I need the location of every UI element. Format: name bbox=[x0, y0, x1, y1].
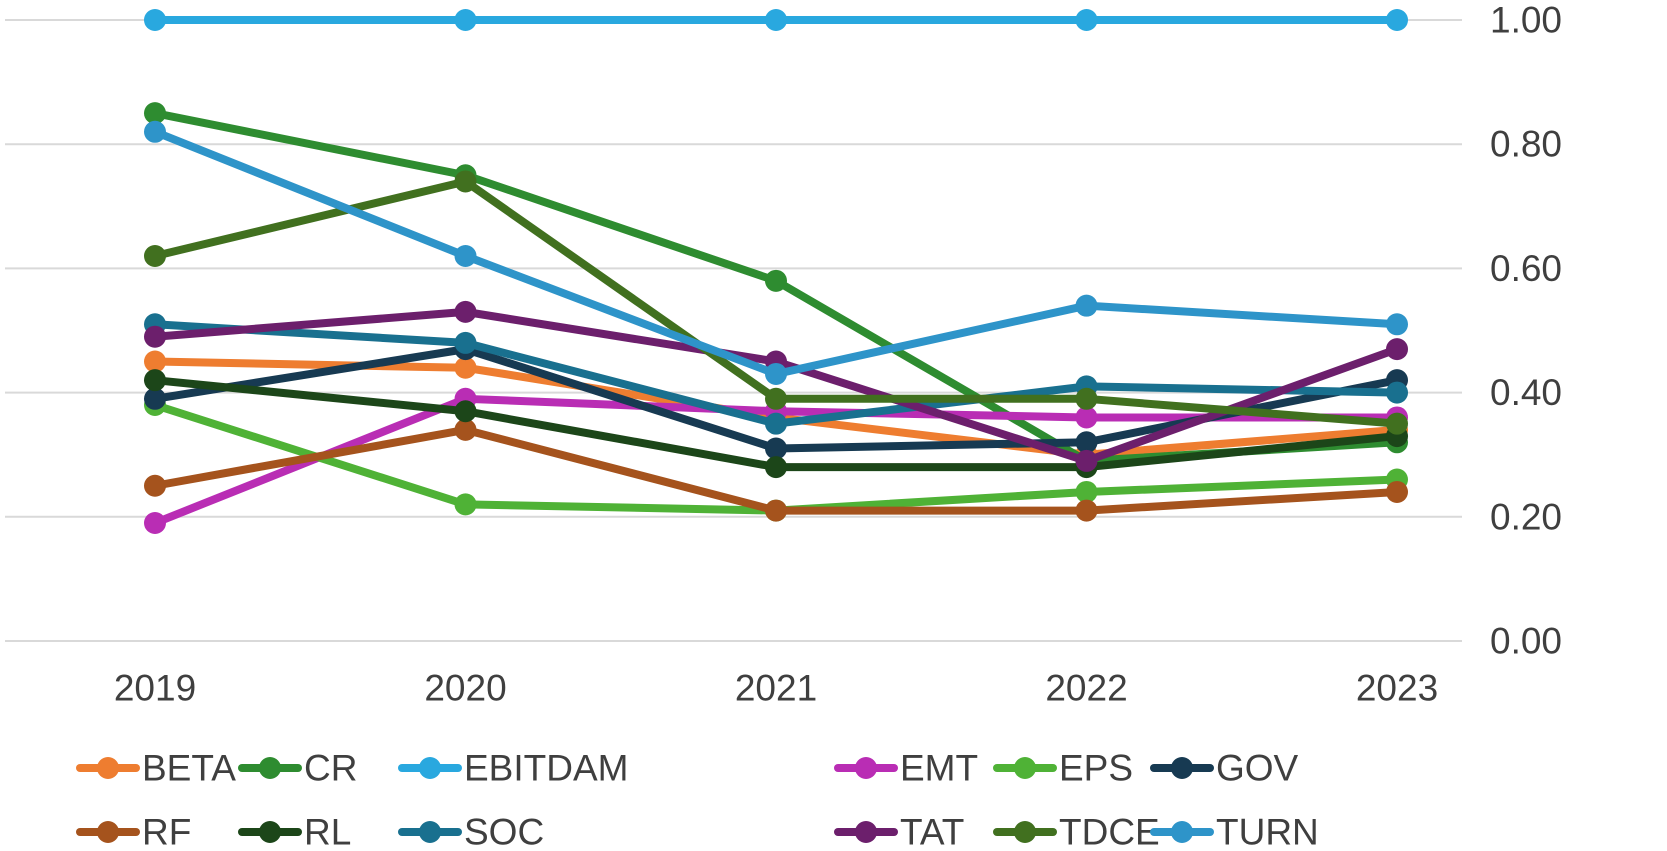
legend-item-EPS: EPS bbox=[993, 748, 1133, 789]
legend-item-CR: CR bbox=[238, 748, 357, 789]
data-point-EBITDAM-2019 bbox=[144, 9, 166, 31]
series-TURN bbox=[144, 120, 1408, 385]
legend-item-TAT: TAT bbox=[834, 812, 964, 851]
x-axis-label-2021: 2021 bbox=[735, 668, 817, 709]
data-point-EPS-2020 bbox=[454, 493, 477, 516]
data-point-RL-2019 bbox=[144, 369, 166, 392]
y-axis: 1.00 0.80 0.60 0.40 0.20 0.00 bbox=[1490, 0, 1562, 662]
data-point-TURN-2022 bbox=[1075, 294, 1098, 317]
y-axis-label-0.80: 0.80 bbox=[1490, 124, 1562, 165]
data-point-SOC-2020 bbox=[454, 331, 477, 354]
data-point-RF-2021 bbox=[765, 499, 787, 522]
data-point-SOC-2023 bbox=[1386, 381, 1408, 404]
legend-label-BETA: BETA bbox=[142, 748, 236, 789]
series-TDCE bbox=[144, 170, 1408, 435]
data-point-TDCE-2019 bbox=[144, 244, 166, 267]
data-point-RF-2023 bbox=[1386, 480, 1408, 503]
legend-swatch-dot-CR bbox=[259, 757, 281, 779]
y-axis-label-0.00: 0.00 bbox=[1490, 621, 1562, 662]
data-point-BETA-2020 bbox=[454, 356, 477, 379]
x-axis-label-2020: 2020 bbox=[424, 668, 506, 709]
legend-swatch-dot-TURN bbox=[1171, 821, 1193, 843]
legend-item-TDCE: TDCE bbox=[993, 812, 1160, 851]
y-axis-label-0.20: 0.20 bbox=[1490, 496, 1562, 537]
legend-label-EMT: EMT bbox=[900, 748, 978, 789]
legend-label-RL: RL bbox=[304, 812, 351, 851]
data-point-CR-2021 bbox=[765, 269, 787, 292]
legend-swatch-dot-EPS bbox=[1014, 757, 1036, 779]
legend-item-GOV: GOV bbox=[1150, 748, 1299, 789]
legend-item-SOC: SOC bbox=[398, 812, 544, 851]
legend-item-TURN: TURN bbox=[1150, 812, 1319, 851]
data-point-GOV-2022 bbox=[1075, 431, 1098, 454]
y-axis-label-1.00: 1.00 bbox=[1490, 0, 1562, 41]
data-point-EBITDAM-2021 bbox=[765, 9, 787, 31]
data-point-TURN-2021 bbox=[765, 362, 787, 385]
legend-item-RL: RL bbox=[238, 812, 351, 851]
legend-item-EMT: EMT bbox=[834, 748, 978, 789]
legend-swatch-dot-EMT bbox=[855, 757, 877, 779]
legend-label-EBITDAM: EBITDAM bbox=[464, 748, 628, 789]
legend-label-TURN: TURN bbox=[1216, 812, 1319, 851]
data-point-TDCE-2021 bbox=[765, 387, 787, 410]
legend-swatch-dot-GOV bbox=[1171, 757, 1193, 779]
data-point-EBITDAM-2022 bbox=[1075, 9, 1098, 31]
data-point-TAT-2023 bbox=[1386, 338, 1408, 361]
data-point-TDCE-2022 bbox=[1075, 387, 1098, 410]
data-point-CR-2019 bbox=[144, 102, 166, 125]
series-plot bbox=[144, 9, 1408, 535]
legend-label-CR: CR bbox=[304, 748, 357, 789]
data-point-GOV-2019 bbox=[144, 387, 166, 410]
series-EBITDAM bbox=[144, 9, 1408, 31]
legend-label-TAT: TAT bbox=[900, 812, 964, 851]
x-axis: 2019 2020 2021 2022 2023 bbox=[114, 668, 1438, 709]
legend-swatch-dot-EBITDAM bbox=[419, 757, 441, 779]
y-axis-label-0.40: 0.40 bbox=[1490, 372, 1562, 413]
data-point-EPS-2022 bbox=[1075, 480, 1098, 503]
data-point-EBITDAM-2020 bbox=[454, 9, 477, 31]
data-point-GOV-2021 bbox=[765, 437, 787, 460]
data-point-RL-2020 bbox=[454, 400, 477, 423]
data-point-SOC-2021 bbox=[765, 412, 787, 435]
y-axis-label-0.60: 0.60 bbox=[1490, 248, 1562, 289]
legend-swatch-dot-RF bbox=[97, 821, 119, 843]
data-point-TURN-2023 bbox=[1386, 313, 1408, 336]
data-point-TDCE-2023 bbox=[1386, 412, 1408, 435]
x-axis-label-2019: 2019 bbox=[114, 668, 196, 709]
series-RF bbox=[144, 418, 1408, 522]
data-point-EMT-2022 bbox=[1075, 406, 1098, 429]
data-point-BETA-2019 bbox=[144, 350, 166, 373]
data-point-TAT-2020 bbox=[454, 300, 477, 323]
legend-swatch-dot-TAT bbox=[855, 821, 877, 843]
data-point-RF-2019 bbox=[144, 474, 166, 497]
legend-label-GOV: GOV bbox=[1216, 748, 1299, 789]
legend-label-RF: RF bbox=[142, 812, 191, 851]
legend-item-RF: RF bbox=[76, 812, 191, 851]
legend-label-SOC: SOC bbox=[464, 812, 544, 851]
data-point-EBITDAM-2023 bbox=[1386, 9, 1408, 31]
data-point-TAT-2022 bbox=[1075, 449, 1098, 472]
legend: BETA CR EBITDAM EMT EPS GOV RF RL SOC TAT TDCE TURN bbox=[76, 748, 1319, 851]
legend-item-BETA: BETA bbox=[76, 748, 236, 789]
legend-label-EPS: EPS bbox=[1059, 748, 1133, 789]
legend-swatch-dot-RL bbox=[259, 821, 281, 843]
legend-swatch-dot-SOC bbox=[419, 821, 441, 843]
legend-swatch-dot-BETA bbox=[97, 757, 119, 779]
data-point-RF-2020 bbox=[454, 418, 477, 441]
legend-item-EBITDAM: EBITDAM bbox=[398, 748, 628, 789]
data-point-TDCE-2020 bbox=[454, 170, 477, 193]
data-point-TURN-2020 bbox=[454, 244, 477, 267]
x-axis-label-2023: 2023 bbox=[1356, 668, 1438, 709]
x-axis-label-2022: 2022 bbox=[1045, 668, 1127, 709]
data-point-RL-2021 bbox=[765, 456, 787, 479]
legend-label-TDCE: TDCE bbox=[1059, 812, 1160, 851]
data-point-EMT-2019 bbox=[144, 512, 166, 535]
data-point-RF-2022 bbox=[1075, 499, 1098, 522]
legend-swatch-dot-TDCE bbox=[1014, 821, 1036, 843]
data-point-TAT-2019 bbox=[144, 325, 166, 348]
data-point-TURN-2019 bbox=[144, 120, 166, 143]
